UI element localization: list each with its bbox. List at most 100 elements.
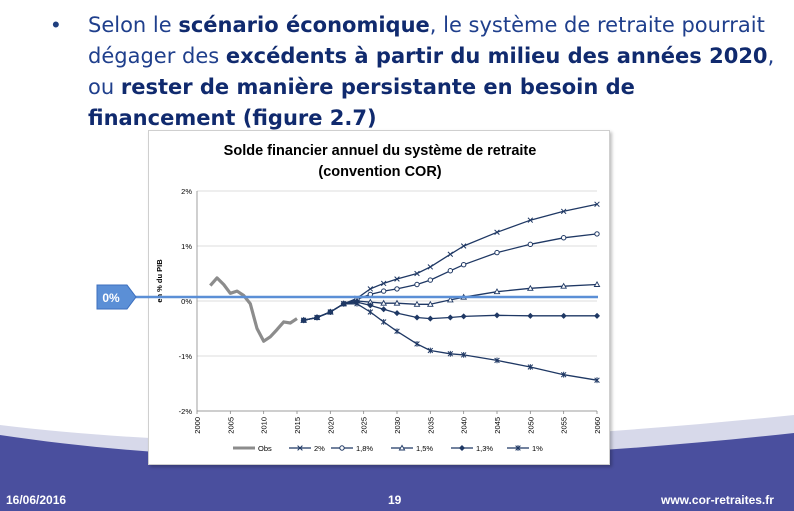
data-point [394,286,400,292]
bullet-text-part: excédents à partir du milieu des années … [225,44,768,68]
data-point [527,217,534,223]
x-tick-label: 2015 [293,417,302,434]
data-point [493,312,501,319]
data-point [593,280,601,287]
x-tick-label: 2005 [226,417,235,434]
chart-svg: Solde financier annuel du système de ret… [155,143,602,453]
bullet-text-part: , le système de retraite pourrait dégage… [88,13,765,68]
legend-marker [398,444,406,451]
bullet-text: Selon le scénario économique, le système… [88,10,778,134]
legend-marker [515,445,521,451]
x-tick-label: 2045 [493,417,502,434]
data-point [494,249,500,256]
legend-label: 1% [532,444,543,453]
data-point [460,243,467,249]
x-tick-label: 2035 [426,417,435,434]
data-point [394,328,400,335]
legend-label: 2% [314,444,325,453]
data-point [447,268,454,274]
data-point [427,277,434,283]
data-point [447,251,454,258]
legend-label: 1,8% [356,444,373,453]
legend-marker [297,445,303,451]
data-point [413,300,421,307]
series-2 [300,231,600,323]
chart-title: Solde financier annuel du système de ret… [224,143,537,159]
data-point [393,299,401,306]
data-point [327,309,334,315]
chart-y-axis-label: en % du PIB [155,259,164,303]
data-point [414,341,420,347]
x-tick-label: 2060 [593,417,602,434]
x-tick-label: 2020 [326,417,335,434]
footer-website: www.cor-retraites.fr [661,493,774,507]
data-point [527,364,534,370]
data-point [560,208,567,215]
y-tick-label: -1% [179,352,193,361]
x-tick-label: 2055 [560,417,569,434]
data-point [367,309,374,315]
data-point [460,262,467,268]
x-tick-label: 2010 [260,417,269,434]
chart-subtitle: (convention COR) [318,164,441,180]
data-point [494,357,500,364]
series-line [303,303,598,381]
series-4 [300,299,601,324]
data-point [494,229,500,236]
data-point [560,371,567,378]
data-point [460,352,467,358]
legend-item: 1,8% [331,444,373,453]
data-point [414,270,420,277]
data-point [560,312,567,319]
bullet-text-part: rester de manière persistante en besoin … [88,75,635,130]
data-point [460,313,467,320]
data-point [367,291,374,298]
x-tick-label: 2050 [526,417,535,434]
data-point [414,281,420,288]
data-point [526,284,534,291]
data-point [427,347,434,354]
series-0 [209,276,298,343]
chart-series [209,201,601,384]
y-tick-label: -2% [179,407,193,416]
data-point [447,314,454,321]
data-point [446,296,454,303]
data-point [560,235,567,241]
legend-item: 1% [507,444,543,453]
data-point [413,314,421,321]
data-point [393,310,401,317]
data-point [594,377,600,384]
data-point [394,276,400,282]
zero-callout-label: 0% [102,291,120,305]
data-point [447,350,454,357]
data-point [527,241,534,248]
x-tick-label: 2040 [460,417,469,434]
legend-label: 1,3% [476,444,493,453]
x-tick-label: 2000 [193,417,202,434]
legend-marker [458,444,466,452]
bullet-text-part: , ou [88,44,775,99]
footer-page-number: 19 [388,493,402,507]
data-point [340,300,347,307]
data-point [367,286,374,292]
data-point [427,315,434,322]
chart-axes: 2% 1% 0% -1% -2%2000 2005 2010 2015 2020 2025 2030… [179,187,602,434]
bullet-dot-icon: • [52,12,60,37]
series-line [209,276,298,343]
data-point [426,300,434,307]
footer-date: 16/06/2016 [6,493,67,507]
legend-marker [339,445,345,451]
data-point [380,306,387,313]
chart-frame: Solde financier annuel du système de ret… [148,130,610,465]
series-line [303,233,598,321]
y-tick-label: 2% [181,187,192,196]
chart-legend: Obs 2% 1,8% 1,5% 1,3% 1% [233,444,543,453]
bullet-text-part: scénario économique [178,13,430,37]
legend-item: Obs [233,444,272,453]
data-point [380,299,388,306]
legend-label: 1,5% [416,444,433,453]
y-tick-label: 0% [181,297,192,306]
x-tick-label: 2030 [393,417,402,434]
data-point [314,314,320,321]
data-point [593,312,601,319]
